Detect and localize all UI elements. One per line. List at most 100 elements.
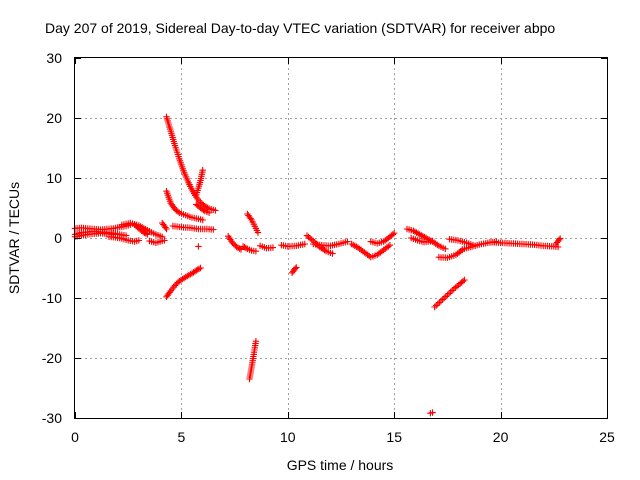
data-point [434,300,441,308]
data-point [389,231,396,238]
data-point [461,276,468,284]
data-point [200,206,207,214]
series-t25 [348,240,394,261]
data-point [252,338,260,345]
data-point [442,245,449,252]
data-point [442,293,449,300]
data-point [449,287,456,294]
data-point [301,240,308,248]
series-t8 [159,219,170,233]
series-t15 [195,243,202,250]
data-point [163,225,170,233]
y-tick-label: -20 [42,350,62,366]
series-t21 [278,240,308,250]
data-point [229,239,236,246]
data-point [142,230,150,237]
data-point [269,244,277,251]
series-t35 [552,235,564,248]
data-point [431,303,438,311]
data-point [429,409,436,416]
series-t11 [163,264,204,300]
data-point [303,232,311,239]
series-t17 [239,243,260,255]
series-t20 [256,242,277,252]
data-point [174,208,182,215]
y-tick-label: -10 [42,290,62,306]
x-tick-label: 0 [71,429,79,445]
series-t19 [246,338,260,383]
data-point [439,296,446,303]
data-point [254,229,262,236]
data-point [236,245,243,252]
data-point [441,294,448,302]
data-point [173,280,180,288]
data-point [445,290,453,297]
series-t9 [163,113,219,214]
data-point [166,289,173,296]
series-t10 [163,188,206,224]
series-t28 [408,234,436,246]
series-t18 [244,210,262,236]
data-point [242,244,250,252]
series-t26 [367,230,398,247]
data-point [555,236,563,243]
series-t12 [169,222,217,233]
grid-lines [75,58,607,418]
series-t22 [288,264,300,276]
data-point [199,167,206,174]
data-point [437,297,445,305]
data-point [230,241,238,248]
axis-ticks: 0 5 10 15 20 25 -30 -20 -10 0 10 20 30 [42,50,615,445]
x-axis-title: GPS time / hours [287,457,394,473]
data-point [171,282,179,289]
data-point [433,302,440,309]
y-axis-title: SDTVAR / TECUs [6,182,22,294]
y-tick-label: 10 [46,170,62,186]
data-point [199,216,206,224]
data-point [195,243,202,250]
series-t16 [225,233,245,253]
data-point [308,236,315,243]
series-t7 [146,237,168,246]
data-point [252,248,260,255]
data-point [195,265,203,272]
data-points [71,113,564,417]
y-tick-label: 0 [54,230,62,246]
chart-title: Day 207 of 2019, Sidereal Day-to-day VTE… [45,20,555,36]
data-point [459,278,467,285]
x-tick-label: 15 [386,429,402,445]
data-point [210,226,217,233]
series-t6 [131,221,151,238]
plot-frame [74,57,608,419]
series-t4 [105,233,142,245]
data-point [444,291,451,299]
data-point [197,264,204,272]
data-point [329,250,336,257]
data-point [144,231,151,238]
x-tick-label: 5 [178,429,186,445]
data-point [391,230,398,237]
data-point [212,207,219,214]
y-tick-label: -30 [42,410,62,426]
data-point [447,288,454,296]
x-tick-label: 10 [280,429,296,445]
data-point [344,238,351,245]
data-point [292,265,299,272]
series-t13 [193,167,206,198]
data-point [247,215,254,222]
series-t14 [193,201,213,216]
data-point [162,224,169,231]
data-point [429,237,436,245]
series-t29 [431,276,468,311]
series-t30 [427,409,436,417]
data-point [293,264,300,271]
data-point [135,237,142,244]
data-point [386,242,394,249]
series-t24 [310,238,351,249]
y-tick-label: 20 [46,110,62,126]
data-point [204,204,211,211]
data-point [557,235,564,242]
data-point [436,299,443,306]
x-tick-label: 20 [493,429,509,445]
